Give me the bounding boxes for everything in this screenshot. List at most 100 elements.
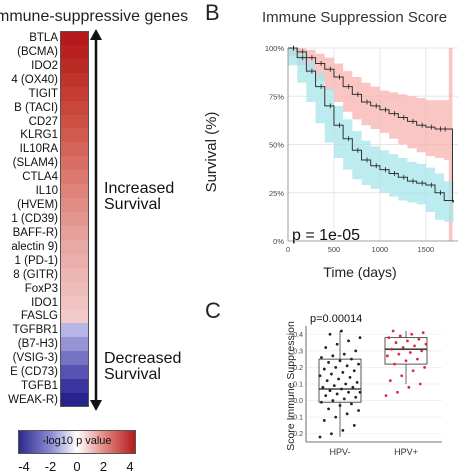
heatmap-cell xyxy=(60,309,89,324)
box-point xyxy=(354,395,358,399)
box-point xyxy=(334,366,338,369)
heatmap-cell xyxy=(60,156,89,171)
gene-label: BAFF-R) xyxy=(12,226,58,239)
heatmap-cell xyxy=(60,323,89,338)
km-survival-line xyxy=(288,47,453,203)
box-point xyxy=(340,329,343,333)
box-point xyxy=(340,387,343,391)
gene-label: TGFB1 xyxy=(20,380,58,393)
box-point xyxy=(391,329,395,333)
km-survival-plot: Survival (%) Time (days) 0% 25% 50% 75% 100%… xyxy=(203,44,458,280)
legend-tick-label: -4 xyxy=(18,459,30,474)
km-ytick-label: 25% xyxy=(269,189,284,198)
heatmap-cell xyxy=(60,86,89,102)
box-point xyxy=(335,342,339,346)
box-point xyxy=(387,336,391,339)
gene-label: IDO2 xyxy=(31,59,58,72)
decreased-label-line1: Decreased xyxy=(104,350,182,367)
gene-label: IDO1 xyxy=(31,296,58,309)
heatmap-cell xyxy=(60,114,89,129)
km-lines xyxy=(288,45,454,203)
box-point xyxy=(330,432,333,436)
gene-label: 1 (PD-1) xyxy=(14,254,58,267)
box-point xyxy=(393,362,396,366)
km-ytick-label: 75% xyxy=(269,92,284,101)
box-point xyxy=(423,366,426,369)
panel-b-letter: B xyxy=(205,0,220,25)
box-point xyxy=(411,369,415,373)
km-xtick-label: 1500 xyxy=(417,245,434,254)
box-ytick-label: -0.2 xyxy=(291,431,303,438)
box-point xyxy=(345,364,349,368)
heatmap-cell xyxy=(60,72,89,88)
km-ytick-label: 100% xyxy=(265,44,285,53)
km-ci-band xyxy=(288,48,454,222)
panel-c-letter: C xyxy=(205,298,221,323)
decreased-label-line2: Survival xyxy=(104,366,161,383)
heatmap-cell xyxy=(60,184,89,199)
box-point xyxy=(330,372,333,376)
legend-tick-label: 4 xyxy=(126,459,134,474)
box-axis-ticks: -0.2 -0.1 0.0 0.1 0.2 0.3 0.4 HPV- HPV+ xyxy=(291,326,442,457)
heatmap-cell xyxy=(60,295,89,310)
box-point xyxy=(354,349,358,353)
box-point xyxy=(320,356,323,359)
heatmap-cell xyxy=(60,198,89,213)
km-xtick-label: 500 xyxy=(328,245,341,254)
gene-label: FoxP3 xyxy=(24,282,58,295)
box-point xyxy=(418,382,422,386)
panel-b-title: Immune Suppression Score xyxy=(262,9,448,26)
legend-tick-label: 0 xyxy=(73,459,81,474)
gene-label: CD27 xyxy=(28,115,58,128)
box-point xyxy=(407,385,411,389)
box-point xyxy=(327,407,330,411)
box-point xyxy=(406,339,409,343)
box-point xyxy=(358,390,362,394)
gene-label: IL10 xyxy=(35,185,58,198)
box-ytick-label: 0.2 xyxy=(293,365,303,372)
box-point xyxy=(386,354,389,358)
box-point xyxy=(324,394,328,397)
box-point xyxy=(394,341,398,344)
box-point xyxy=(345,412,349,416)
box-ytick-label: 0.1 xyxy=(293,382,303,389)
heatmap-cell xyxy=(60,365,89,380)
box-point xyxy=(341,429,345,432)
increased-label-line1: Increased xyxy=(104,180,175,197)
gene-label: (VSIG-3) xyxy=(12,352,58,365)
box-point xyxy=(327,361,330,364)
arrow-down-head xyxy=(90,400,102,411)
box-ylabel: Score Immune Suppression xyxy=(285,321,297,451)
km-ci-band xyxy=(288,48,453,241)
box-point xyxy=(398,334,402,338)
box-point xyxy=(397,352,401,356)
heatmap-cell xyxy=(60,212,89,227)
box-point xyxy=(424,342,428,346)
box-point xyxy=(328,389,332,393)
box-point xyxy=(325,379,329,383)
box-point xyxy=(413,344,416,348)
km-axis-ticks: 0% 25% 50% 75% 100% 0 500 1000 1500 xyxy=(265,44,458,254)
box-point xyxy=(401,346,405,349)
box-point xyxy=(416,357,419,361)
box-point xyxy=(328,332,332,336)
box-ytick-label: -0.1 xyxy=(291,415,303,422)
box-point xyxy=(421,331,425,335)
heatmap-cell xyxy=(60,142,89,157)
km-survival-line xyxy=(288,47,454,203)
box-pvalue: p=0.00014 xyxy=(310,313,362,325)
gene-label: (BCMA) xyxy=(17,45,58,58)
gene-label: (HVEM) xyxy=(17,199,58,212)
box-point xyxy=(347,390,350,394)
arrow-up-head xyxy=(90,29,102,40)
heatmap-cell xyxy=(60,128,89,143)
box-point xyxy=(390,347,394,351)
heatmap-cell xyxy=(60,58,89,74)
heatmap-border xyxy=(60,31,89,407)
box-point xyxy=(384,394,388,397)
box-point xyxy=(351,385,355,389)
km-xtick-label: 1000 xyxy=(372,245,389,254)
km-ylabel: Survival (%) xyxy=(203,112,220,193)
km-pvalue: p = 1e-05 xyxy=(292,227,360,244)
heatmap-cell xyxy=(60,253,89,269)
